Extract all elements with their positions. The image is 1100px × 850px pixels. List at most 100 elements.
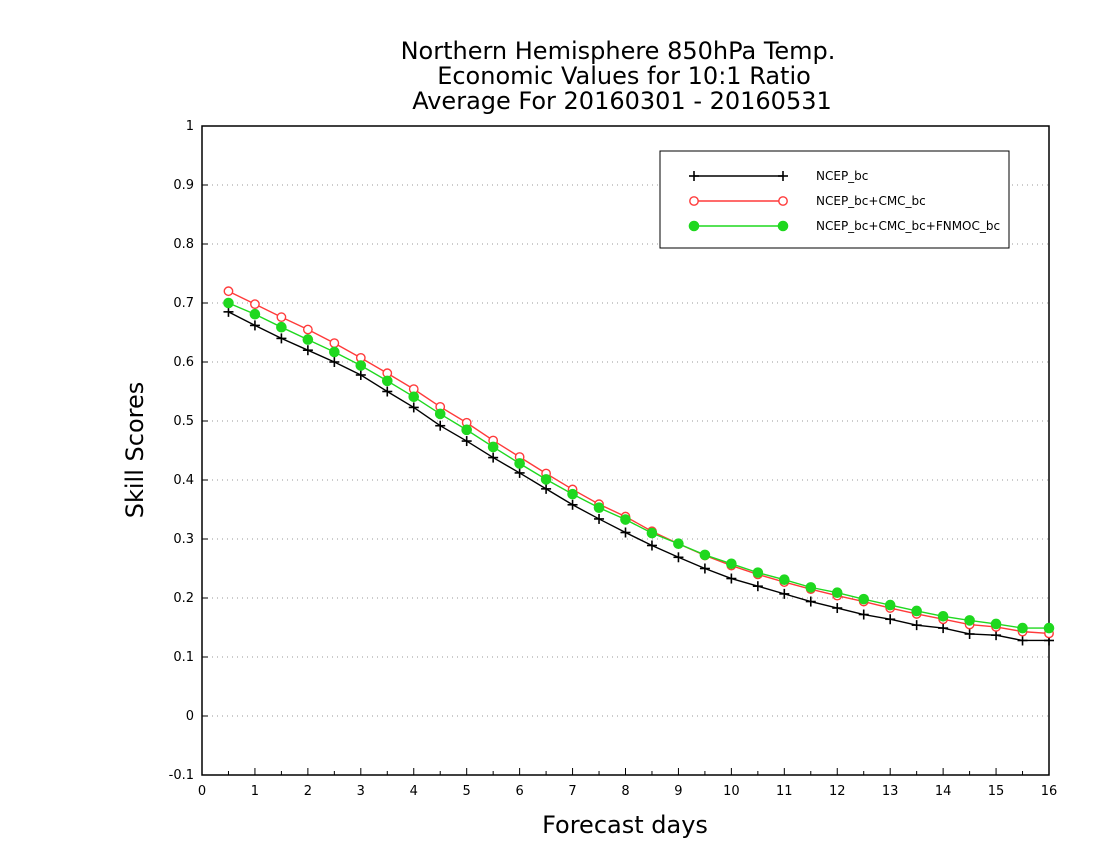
data-point: [938, 623, 949, 634]
data-point: [991, 630, 1002, 641]
x-tick-label: 10: [723, 784, 740, 799]
data-point: [884, 599, 896, 611]
x-axis-label: Forecast days: [542, 811, 708, 839]
data-point: [673, 552, 684, 563]
x-tick-label: 13: [882, 784, 899, 799]
series-3: [223, 297, 1055, 634]
data-point: [223, 306, 234, 317]
data-point: [329, 338, 340, 349]
x-tick-label: 8: [621, 784, 629, 799]
data-point: [726, 558, 737, 570]
y-tick-label: 0.5: [173, 414, 194, 429]
data-point: [487, 441, 499, 453]
data-point: [752, 581, 763, 592]
x-tick-label: 7: [568, 784, 576, 799]
data-point: [250, 299, 260, 310]
chart-title-line-2: Economic Values for 10:1 Ratio: [437, 62, 811, 90]
data-point: [541, 483, 552, 494]
data-point: [276, 321, 287, 333]
y-tick-label: -0.1: [169, 768, 194, 783]
data-point: [567, 499, 578, 510]
x-tick-label: 3: [357, 784, 365, 799]
x-tick-label: 11: [776, 784, 793, 799]
y-tick-label: 0: [186, 709, 194, 724]
data-point: [620, 527, 631, 538]
series-line: [228, 302, 1049, 629]
data-point: [752, 567, 764, 578]
legend: NCEP_bc NCEP_bc+CMC_bc NCEP_bc+CMC_bc+FNMO…: [659, 150, 1010, 249]
data-point: [435, 420, 446, 431]
data-point: [726, 573, 737, 584]
data-point: [329, 346, 340, 358]
y-tick-label: 0.9: [173, 178, 194, 193]
legend-marker: [688, 220, 700, 232]
data-point: [249, 308, 261, 320]
legend-marker: [689, 196, 699, 206]
data-point: [488, 452, 499, 463]
data-point: [964, 628, 975, 639]
x-axis: 0 1 2 3 4 5 6 7 8 9 10 11 12 13 14 15 16: [198, 768, 1057, 799]
x-tick-label: 12: [829, 784, 846, 799]
x-tick-label: 6: [515, 784, 523, 799]
data-point: [302, 334, 314, 345]
data-point: [593, 502, 605, 514]
data-point: [408, 402, 419, 413]
legend-label: NCEP_bc: [816, 169, 868, 183]
y-axis-label: Skill Scores: [121, 382, 149, 519]
x-tick-label: 4: [410, 784, 418, 799]
data-point: [885, 614, 896, 625]
data-point: [831, 587, 843, 598]
legend-marker: [777, 220, 789, 232]
x-tick-label: 9: [674, 784, 682, 799]
data-point: [514, 458, 525, 469]
chart-title-line-3: Average For 20160301 - 20160531: [412, 87, 832, 115]
legend-entry: NCEP_bc+CMC_bc: [689, 194, 926, 208]
data-point: [223, 286, 234, 297]
x-tick-label: 14: [935, 784, 952, 799]
legend-label: NCEP_bc+CMC_bc: [816, 194, 926, 208]
chart-title: Northern Hemisphere 850hPa Temp. Economi…: [401, 37, 836, 115]
data-point: [937, 610, 949, 622]
y-tick-label: 0.7: [173, 296, 194, 311]
data-point: [594, 513, 605, 524]
data-point: [646, 540, 657, 551]
data-point: [832, 603, 843, 614]
data-point: [276, 333, 287, 344]
data-point: [964, 615, 975, 626]
legend-marker: [778, 171, 788, 181]
data-point: [779, 574, 790, 586]
data-point: [461, 424, 472, 436]
data-point: [620, 514, 631, 525]
chart-title-line-1: Northern Hemisphere 850hPa Temp.: [401, 37, 836, 65]
legend-marker: [689, 171, 699, 181]
y-axis: -0.1 0 0.1 0.2 0.3 0.4 0.5 0.6 0.7 0.8 0.9 1: [169, 119, 208, 783]
y-tick-label: 0.2: [173, 591, 194, 606]
data-point: [699, 563, 710, 574]
y-tick-label: 0.8: [173, 237, 194, 252]
series-line: [228, 290, 1050, 635]
y-tick-label: 1: [186, 119, 194, 134]
data-point: [1017, 635, 1028, 646]
data-point: [355, 369, 366, 380]
data-point: [381, 375, 393, 387]
x-tick-label: 15: [988, 784, 1005, 799]
data-point: [1017, 622, 1028, 634]
data-point: [382, 386, 393, 397]
grid-lines: [202, 184, 1049, 717]
data-point: [805, 596, 816, 607]
data-point: [408, 391, 420, 403]
series-1: [223, 306, 1054, 646]
data-point: [911, 605, 922, 617]
legend-box: [659, 150, 1010, 249]
data-point: [567, 488, 578, 500]
data-point: [329, 357, 340, 367]
data-point: [434, 408, 446, 420]
y-tick-label: 0.6: [173, 355, 194, 370]
y-tick-label: 0.3: [173, 532, 194, 547]
legend-marker: [778, 196, 788, 206]
x-tick-label: 2: [304, 784, 312, 799]
data-point: [646, 527, 658, 539]
x-tick-label: 1: [251, 784, 259, 799]
legend-entry: NCEP_bc: [689, 169, 868, 183]
